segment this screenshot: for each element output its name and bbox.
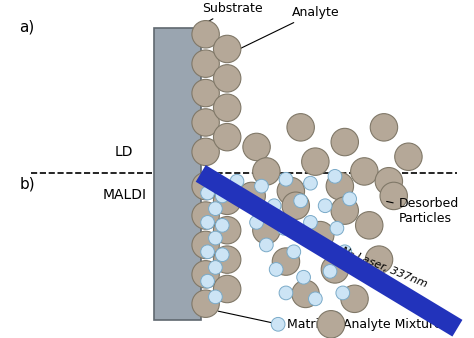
Circle shape <box>255 179 268 193</box>
Text: a): a) <box>19 20 35 34</box>
Circle shape <box>209 290 222 304</box>
Circle shape <box>201 216 214 229</box>
Circle shape <box>272 248 300 275</box>
Circle shape <box>287 114 314 141</box>
Circle shape <box>279 172 293 186</box>
Text: Desorbed
Particles: Desorbed Particles <box>387 197 459 225</box>
Circle shape <box>370 114 398 141</box>
Circle shape <box>192 231 219 259</box>
Circle shape <box>294 194 308 208</box>
Circle shape <box>192 261 219 288</box>
Circle shape <box>213 246 241 273</box>
Circle shape <box>243 133 270 161</box>
Circle shape <box>303 176 317 190</box>
Circle shape <box>192 290 219 317</box>
Circle shape <box>319 199 332 213</box>
Circle shape <box>209 172 222 186</box>
Circle shape <box>240 194 254 208</box>
Circle shape <box>213 275 241 303</box>
Circle shape <box>323 265 337 278</box>
Text: Substrate: Substrate <box>196 2 263 28</box>
Circle shape <box>313 239 327 253</box>
Circle shape <box>365 246 393 273</box>
Circle shape <box>277 221 291 235</box>
Circle shape <box>303 216 317 229</box>
Circle shape <box>267 199 281 213</box>
Circle shape <box>307 221 334 249</box>
Circle shape <box>297 270 310 284</box>
Text: Matrix /: Matrix / <box>287 318 338 331</box>
Circle shape <box>309 292 322 306</box>
Circle shape <box>351 158 378 185</box>
Circle shape <box>395 143 422 170</box>
Text: b): b) <box>19 176 35 191</box>
Circle shape <box>192 109 219 136</box>
Circle shape <box>269 263 283 276</box>
Circle shape <box>253 217 280 244</box>
Circle shape <box>380 182 408 210</box>
Circle shape <box>238 182 265 210</box>
Circle shape <box>282 192 310 219</box>
Circle shape <box>271 317 285 331</box>
Circle shape <box>213 35 241 63</box>
Circle shape <box>209 261 222 274</box>
Circle shape <box>279 286 293 300</box>
Circle shape <box>213 217 241 244</box>
Circle shape <box>201 186 214 200</box>
Circle shape <box>192 79 219 107</box>
Circle shape <box>209 231 222 245</box>
Circle shape <box>250 216 264 229</box>
Circle shape <box>192 172 219 200</box>
Circle shape <box>230 174 244 188</box>
Circle shape <box>215 218 229 232</box>
Text: Analyte: Analyte <box>228 6 339 55</box>
Circle shape <box>213 123 241 151</box>
Circle shape <box>259 238 273 252</box>
Circle shape <box>338 245 352 259</box>
Circle shape <box>192 138 219 166</box>
Circle shape <box>375 168 402 195</box>
Circle shape <box>277 177 305 205</box>
Text: Analyte Mixture: Analyte Mixture <box>343 318 441 331</box>
Circle shape <box>209 202 222 216</box>
Circle shape <box>326 172 354 200</box>
Bar <box>154 28 201 320</box>
Circle shape <box>287 245 301 259</box>
Circle shape <box>213 187 241 215</box>
Circle shape <box>213 94 241 121</box>
Circle shape <box>215 248 229 262</box>
Circle shape <box>301 148 329 175</box>
Text: MALDI: MALDI <box>102 188 146 202</box>
Circle shape <box>192 202 219 229</box>
Circle shape <box>331 128 358 156</box>
Circle shape <box>321 256 349 283</box>
Text: LD: LD <box>115 145 134 159</box>
Circle shape <box>336 286 350 300</box>
Circle shape <box>201 245 214 259</box>
Circle shape <box>192 50 219 77</box>
Circle shape <box>317 311 345 338</box>
Circle shape <box>356 212 383 239</box>
Circle shape <box>213 65 241 92</box>
Circle shape <box>343 192 356 206</box>
Circle shape <box>201 274 214 288</box>
Circle shape <box>292 280 319 308</box>
Circle shape <box>341 285 368 313</box>
Circle shape <box>330 221 344 235</box>
Text: N₂ Laser, 337nm: N₂ Laser, 337nm <box>339 245 428 289</box>
Circle shape <box>192 21 219 48</box>
Circle shape <box>253 158 280 185</box>
Circle shape <box>331 197 358 224</box>
Circle shape <box>328 312 342 325</box>
Circle shape <box>215 189 229 203</box>
Circle shape <box>328 169 342 183</box>
